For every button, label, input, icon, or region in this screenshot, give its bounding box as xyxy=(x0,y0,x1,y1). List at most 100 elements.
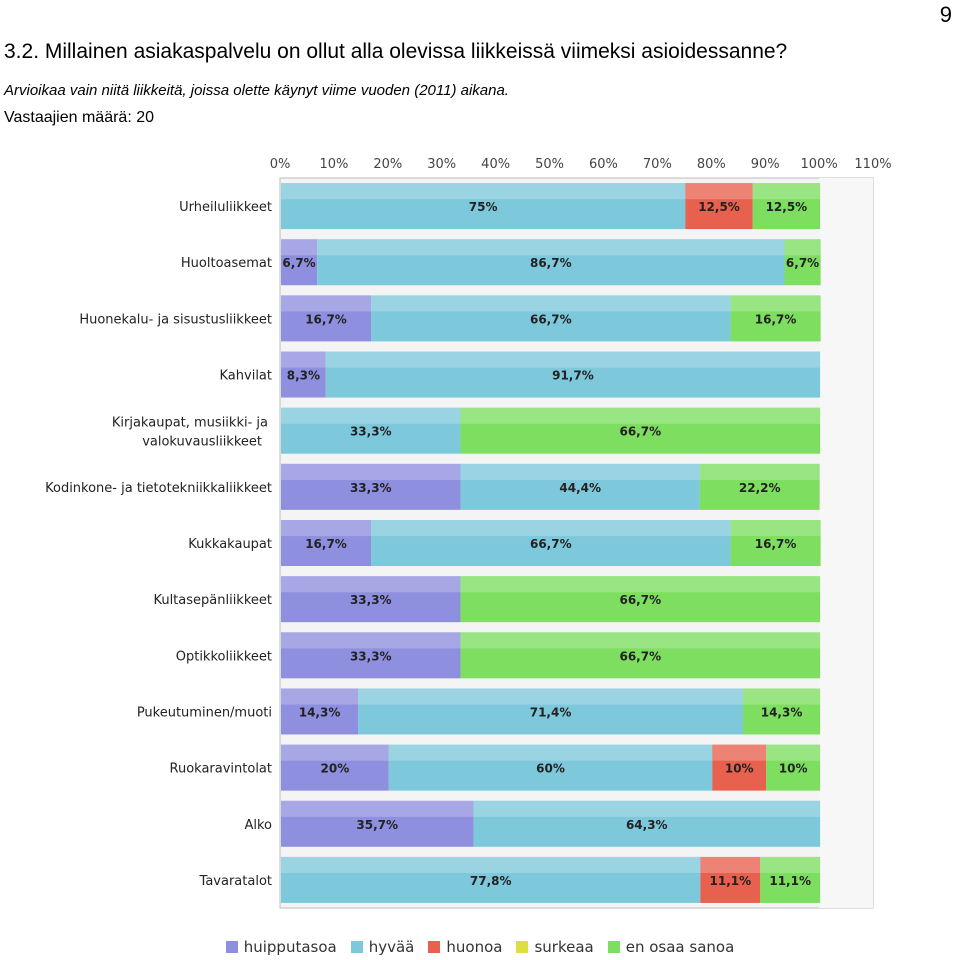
bar-segment-en-osaa-sanoa xyxy=(784,239,821,286)
data-label: 66,7% xyxy=(619,593,661,607)
bar-segment-huonoa xyxy=(685,183,753,230)
bar-segment-highlight xyxy=(281,351,326,368)
legend-label: surkeaa xyxy=(534,938,594,956)
data-label: 12,5% xyxy=(698,200,740,214)
x-tick-label: 80% xyxy=(697,157,726,172)
bar-segment-highlight xyxy=(743,688,821,705)
bar-segment-highlight xyxy=(281,295,372,312)
data-label: 6,7% xyxy=(282,256,315,270)
x-tick-label: 20% xyxy=(373,157,402,172)
bar-segment-highlight xyxy=(760,856,821,874)
data-label: 33,3% xyxy=(350,593,392,607)
data-label: 16,7% xyxy=(305,537,347,551)
bar-segment-hyvää xyxy=(460,463,700,510)
bar-segment-en-osaa-sanoa xyxy=(766,744,821,791)
bar-segment-highlight xyxy=(460,632,821,649)
bar-segment-highlight xyxy=(460,576,821,593)
bar-segment-en-osaa-sanoa xyxy=(460,407,821,454)
x-tick-label: 60% xyxy=(589,157,618,172)
data-label: 16,7% xyxy=(755,312,797,326)
data-label: 86,7% xyxy=(530,256,572,270)
legend-swatch xyxy=(516,941,529,953)
x-tick-label: 100% xyxy=(801,157,838,172)
bar-segment-huipputasoa xyxy=(281,800,474,847)
legend-item: en osaa sanoa xyxy=(607,938,735,956)
bar-segment-en-osaa-sanoa xyxy=(752,183,821,230)
bar-segment-hyvää xyxy=(473,800,821,847)
legend-label: huipputasoa xyxy=(243,938,337,956)
data-label: 12,5% xyxy=(766,200,808,214)
bar-segment-huipputasoa xyxy=(281,295,372,342)
data-label: 66,7% xyxy=(530,537,572,551)
legend-item: huipputasoa xyxy=(225,938,337,956)
bar-segment-highlight xyxy=(752,183,821,200)
bar-segment-en-osaa-sanoa xyxy=(460,632,821,679)
bar-segment-en-osaa-sanoa xyxy=(743,688,821,735)
respondent-count: Vastaajien määrä: 20 xyxy=(4,109,155,126)
data-label: 44,4% xyxy=(559,481,601,495)
data-label: 66,7% xyxy=(619,425,661,439)
bar-segment-highlight xyxy=(712,744,767,761)
bar-segment-highlight xyxy=(281,800,474,817)
bar-segment-hyvää xyxy=(358,688,744,735)
x-tick-label: 40% xyxy=(481,157,510,172)
category-label: Urheiluliikkeet xyxy=(179,200,272,215)
x-tick-label: 110% xyxy=(854,157,891,172)
data-label: 35,7% xyxy=(356,818,398,832)
x-tick-label: 90% xyxy=(751,157,780,172)
page-number: 9 xyxy=(939,2,952,27)
bar-segment-highlight xyxy=(685,183,753,200)
legend-swatch xyxy=(607,941,620,953)
bar-segment-highlight xyxy=(281,576,461,593)
data-label: 11,1% xyxy=(769,874,811,888)
bar-segment-hyvää xyxy=(317,239,785,286)
category-label: Ruokaravintolat xyxy=(170,762,273,777)
bar-segment-highlight xyxy=(460,407,821,424)
bar-segment-highlight xyxy=(371,295,731,312)
x-tick-label: 70% xyxy=(643,157,672,172)
data-label: 11,1% xyxy=(710,874,752,888)
bar-segment-highlight xyxy=(281,239,318,256)
bar-segment-highlight xyxy=(281,183,686,200)
bar-segment-highlight xyxy=(317,239,785,256)
data-label: 14,3% xyxy=(299,705,341,719)
bar-segment-huipputasoa xyxy=(281,744,389,791)
bar-segment-huipputasoa xyxy=(281,239,318,286)
bar-segment-highlight xyxy=(700,856,761,874)
bar-segment-huipputasoa xyxy=(281,463,461,510)
legend-label: en osaa sanoa xyxy=(625,938,735,956)
data-label: 91,7% xyxy=(552,369,594,383)
data-label: 10% xyxy=(725,762,754,776)
data-label: 16,7% xyxy=(755,537,797,551)
bar-segment-highlight xyxy=(358,688,744,705)
category-label: Kirjakaupat, musiikki- ja xyxy=(112,416,268,431)
bar-segment-highlight xyxy=(460,463,700,480)
bar-segment-hyvää xyxy=(325,351,821,398)
bar-segment-en-osaa-sanoa xyxy=(460,576,821,623)
bar-segment-highlight xyxy=(325,351,821,368)
data-label: 20% xyxy=(321,762,350,776)
legend-label: hyvää xyxy=(368,938,415,956)
bar-segment-huipputasoa xyxy=(281,351,326,398)
bar-segment-highlight xyxy=(281,520,372,537)
bar-segment-highlight xyxy=(730,520,821,537)
category-label: Huonekalu- ja sisustusliikkeet xyxy=(79,312,272,327)
data-label: 16,7% xyxy=(305,312,347,326)
bar-segment-highlight xyxy=(784,239,821,256)
data-label: 33,3% xyxy=(350,649,392,663)
legend-label: huonoa xyxy=(446,938,503,956)
data-label: 66,7% xyxy=(619,649,661,663)
legend-swatch xyxy=(225,941,238,953)
legend-item: hyvää xyxy=(350,938,415,956)
x-tick-label: 30% xyxy=(427,157,456,172)
x-tick-label: 0% xyxy=(270,157,291,172)
data-label: 71,4% xyxy=(530,705,572,719)
bar-segment-huipputasoa xyxy=(281,576,461,623)
data-label: 66,7% xyxy=(530,312,572,326)
bar-segment-highlight xyxy=(281,632,461,649)
bar-segment-huonoa xyxy=(712,744,767,791)
legend-item: huonoa xyxy=(428,938,502,956)
bar-segment-highlight xyxy=(371,520,731,537)
bar-segment-highlight xyxy=(766,744,821,761)
category-label: Alko xyxy=(244,818,272,833)
